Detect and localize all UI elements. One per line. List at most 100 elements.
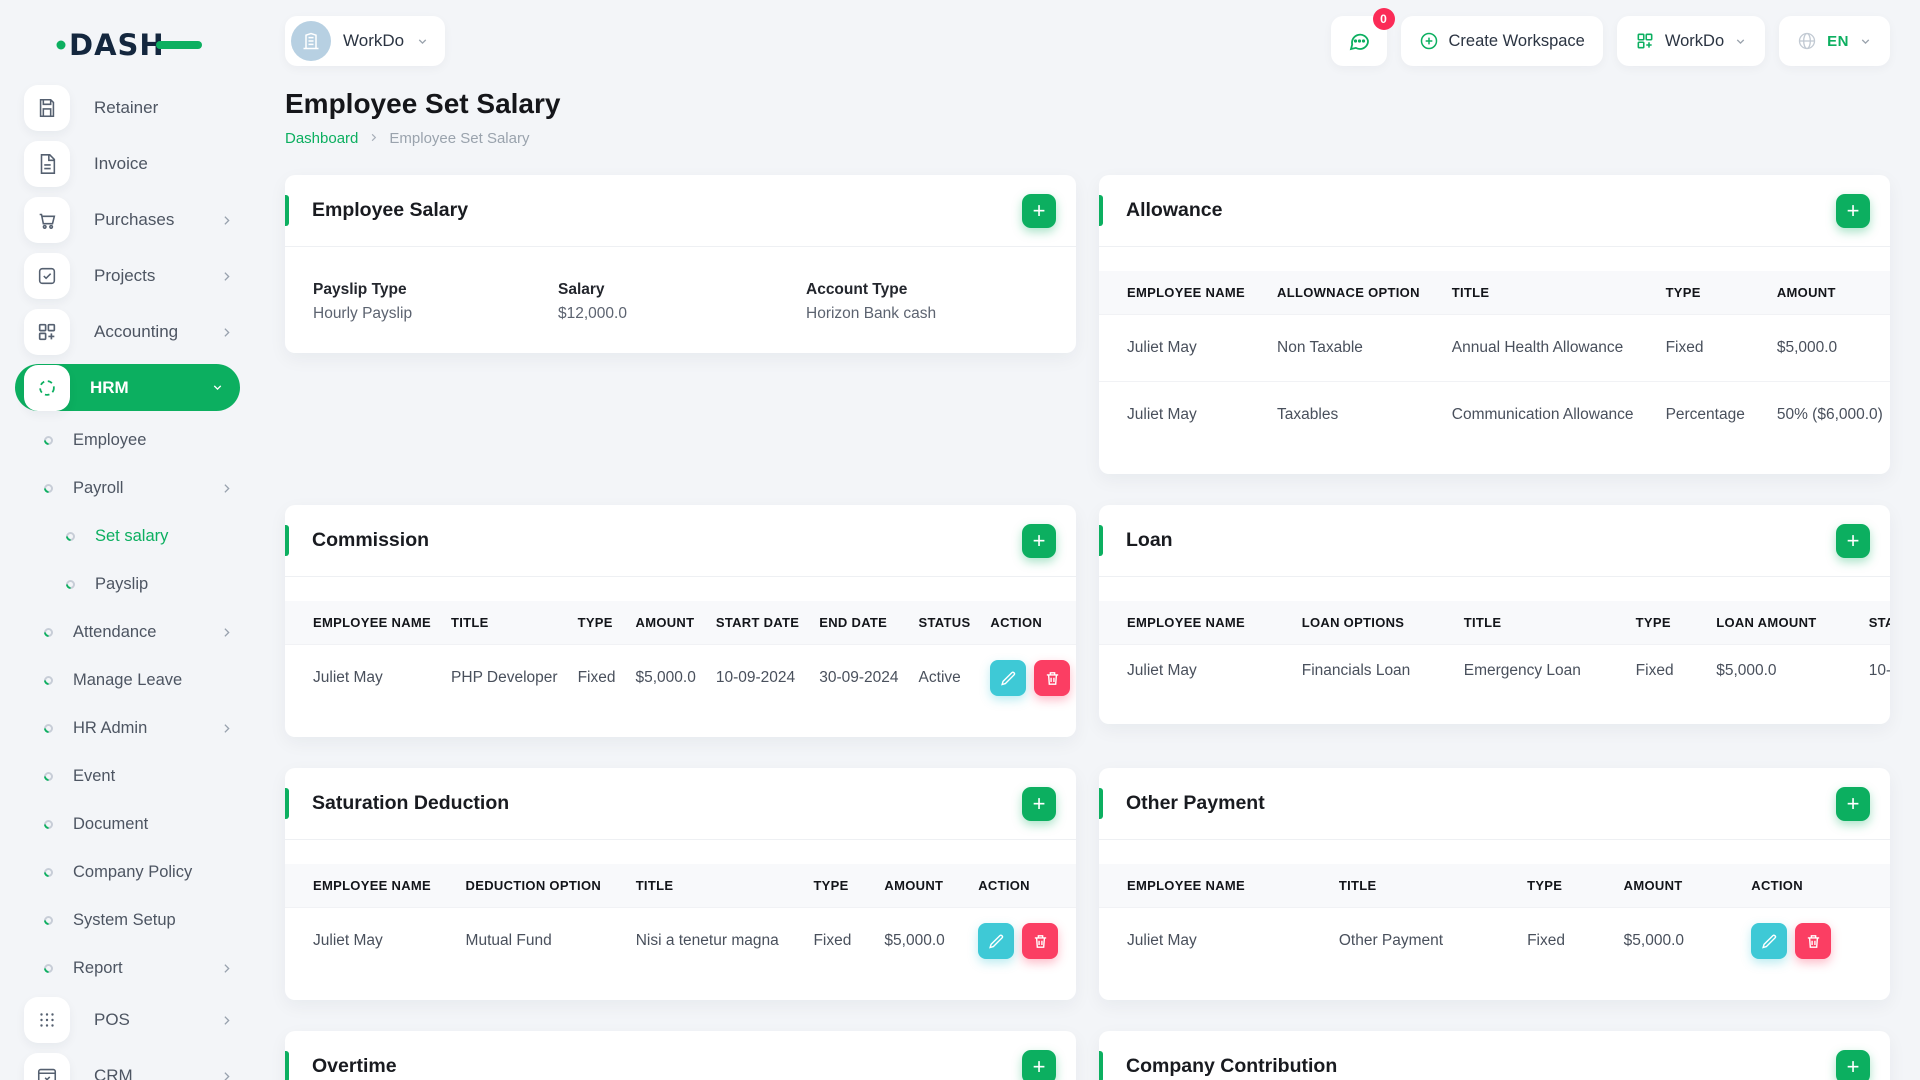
plus-icon: + — [1846, 197, 1860, 223]
accounting-icon — [24, 309, 70, 355]
field-value: Horizon Bank cash — [806, 305, 937, 322]
sidebar-item-attendance[interactable]: Attendance — [0, 608, 255, 656]
pencil-icon — [1761, 933, 1778, 950]
app-switcher-button[interactable]: WorkDo — [1616, 16, 1766, 66]
sidebar-item-invoice[interactable]: Invoice — [0, 136, 255, 192]
add-allowance-button[interactable]: + — [1836, 193, 1870, 228]
create-workspace-button[interactable]: Create Workspace — [1400, 16, 1603, 66]
sidebar-item-event[interactable]: Event — [0, 752, 255, 800]
delete-button[interactable] — [1795, 923, 1832, 959]
sidebar-item-projects[interactable]: Projects — [0, 248, 255, 304]
add-saturation-deduction-button[interactable]: + — [1022, 786, 1056, 821]
add-commission-button[interactable]: + — [1022, 523, 1056, 558]
cell-title: Communication Allowance — [1435, 381, 1650, 448]
sidebar-item-label: Document — [73, 814, 149, 833]
sidebar-item-label: Company Policy — [73, 862, 193, 881]
add-employee-salary-button[interactable]: + — [1022, 193, 1056, 228]
edit-button[interactable] — [990, 660, 1027, 696]
delete-button[interactable] — [1022, 923, 1059, 959]
column-header-action: Action — [962, 864, 1076, 908]
chevron-right-icon — [220, 482, 233, 495]
column-header-allownace-option: Allownace Option — [1261, 271, 1436, 315]
app-switcher-label: WorkDo — [1664, 31, 1725, 50]
workspace-switcher[interactable]: WorkDo — [285, 16, 446, 66]
card-employee-salary: Employee Salary + Payslip Type Hourly Pa… — [285, 175, 1076, 353]
sidebar-item-retainer[interactable]: Retainer — [0, 80, 255, 136]
sidebar-item-pos[interactable]: POS — [0, 992, 255, 1048]
chevron-down-icon — [1736, 38, 1745, 44]
card-other-payment-header: Other Payment + — [1099, 768, 1890, 840]
chevron-right-icon — [220, 326, 233, 339]
breadcrumb-current: Employee Set Salary — [389, 130, 530, 147]
cell-action — [980, 644, 1076, 711]
pos-icon — [24, 997, 70, 1043]
topbar: WorkDo 0 Create Workspace — [255, 0, 1920, 72]
bullet-icon — [42, 625, 55, 639]
add-other-payment-button[interactable]: + — [1836, 786, 1870, 821]
card-title: Company Contribution — [1126, 1055, 1338, 1077]
card-title: Loan — [1126, 529, 1173, 551]
brand-logo[interactable]: DASH — [0, 14, 255, 72]
card-title: Saturation Deduction — [312, 792, 510, 814]
row-actions — [1751, 923, 1874, 959]
cell-employee-name: Juliet May — [1099, 907, 1323, 974]
sidebar-item-accounting[interactable]: Accounting — [0, 304, 255, 360]
bullet-icon — [64, 529, 77, 543]
sidebar-item-label: Set salary — [95, 526, 169, 545]
cell-allownace-option: Non Taxable — [1261, 314, 1436, 382]
row-actions — [990, 660, 1071, 696]
sidebar-item-document[interactable]: Document — [0, 800, 255, 848]
field-payslip-type: Payslip Type Hourly Payslip — [313, 281, 558, 323]
column-header-start-date: Start Date — [1852, 601, 1890, 645]
sidebar-item-label: Purchases — [94, 210, 175, 229]
cell-amount: 50% ($6,000.0) — [1760, 381, 1890, 448]
field-value: Hourly Payslip — [313, 305, 413, 322]
edit-button[interactable] — [1751, 923, 1788, 959]
sidebar-item-crm[interactable]: CRM — [0, 1048, 255, 1080]
column-header-loan-amount: Loan Amount — [1700, 601, 1853, 645]
sidebar-item-report[interactable]: Report — [0, 944, 255, 992]
field-label: Payslip Type — [313, 281, 407, 298]
column-header-action: Action — [980, 601, 1076, 645]
breadcrumb-dashboard-link[interactable]: Dashboard — [285, 130, 359, 147]
add-loan-button[interactable]: + — [1836, 523, 1870, 558]
sidebar-item-hrm[interactable]: HRM — [15, 364, 240, 411]
allowance-table: Employee Name Allownace Option Title Type Am… — [1099, 271, 1890, 448]
create-workspace-label: Create Workspace — [1448, 31, 1585, 50]
messages-badge: 0 — [1372, 8, 1395, 30]
table-row: Juliet May Non Taxable Annual Health Allow… — [1099, 314, 1890, 382]
sidebar-item-company-policy[interactable]: Company Policy — [0, 848, 255, 896]
card-title: Commission — [312, 529, 430, 551]
chevron-right-icon — [220, 1070, 233, 1080]
pencil-icon — [988, 933, 1005, 950]
add-overtime-button[interactable]: + — [1022, 1049, 1056, 1080]
cell-allownace-option: Taxables — [1261, 381, 1436, 448]
chevron-down-icon — [1861, 38, 1870, 44]
sidebar-item-system-setup[interactable]: System Setup — [0, 896, 255, 944]
sidebar-item-payroll[interactable]: Payroll — [0, 464, 255, 512]
column-header-amount: Amount — [868, 864, 963, 908]
edit-button[interactable] — [978, 923, 1015, 959]
sidebar-item-set-salary[interactable]: Set salary — [0, 512, 255, 560]
cell-action — [1735, 907, 1890, 974]
cell-type: Fixed — [567, 644, 626, 711]
messages-button[interactable]: 0 — [1330, 8, 1395, 66]
sidebar-item-label: Manage Leave — [73, 670, 183, 689]
sidebar-item-label: Retainer — [94, 98, 159, 117]
delete-button[interactable] — [1034, 660, 1071, 696]
sidebar-item-employee[interactable]: Employee — [0, 416, 255, 464]
bullet-icon — [42, 721, 55, 735]
sidebar-item-payslip[interactable]: Payslip — [0, 560, 255, 608]
sidebar-item-manage-leave[interactable]: Manage Leave — [0, 656, 255, 704]
plus-icon: + — [1846, 1053, 1860, 1079]
add-company-contribution-button[interactable]: + — [1836, 1049, 1870, 1080]
sidebar-item-purchases[interactable]: Purchases — [0, 192, 255, 248]
cell-loan-amount: $5,000.0 — [1700, 644, 1853, 698]
sidebar-item-label: Accounting — [94, 322, 179, 341]
card-title: Employee Salary — [312, 199, 469, 221]
cell-type: Percentage — [1649, 381, 1761, 448]
language-selector[interactable]: EN — [1779, 16, 1890, 66]
bullet-icon — [42, 865, 55, 879]
chevron-right-icon — [220, 214, 233, 227]
sidebar-item-hr-admin[interactable]: HR Admin — [0, 704, 255, 752]
